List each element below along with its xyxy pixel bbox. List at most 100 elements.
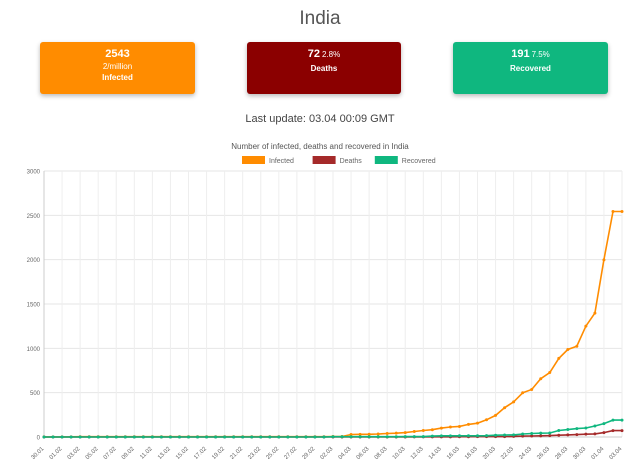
- recovered-point: [485, 434, 489, 438]
- x-tick-label: 23.02: [247, 446, 262, 459]
- x-tick-label: 13.02: [157, 446, 172, 459]
- infected-point: [403, 431, 407, 435]
- recovered-point: [42, 435, 46, 439]
- recovered-point: [367, 435, 371, 439]
- infected-point: [439, 426, 443, 430]
- infected-point: [593, 311, 597, 315]
- infected-point: [620, 210, 624, 214]
- deaths-point: [539, 434, 543, 438]
- x-tick-label: 26.03: [536, 446, 551, 459]
- recovered-point: [494, 433, 498, 437]
- legend-swatch: [374, 156, 398, 164]
- recovered-point: [620, 418, 624, 422]
- x-tick-label: 03.02: [67, 446, 82, 459]
- recovered-point: [132, 435, 136, 439]
- recovered-point: [304, 435, 308, 439]
- recovered-point: [521, 432, 525, 436]
- recovered-point: [421, 435, 425, 439]
- recovered-point: [268, 435, 272, 439]
- recovered-point: [60, 435, 64, 439]
- last-update-text: Last update: 03.04 00:09 GMT: [245, 113, 395, 125]
- infected-point: [503, 406, 507, 410]
- x-tick-label: 21.02: [229, 446, 244, 459]
- deaths-point: [575, 433, 579, 437]
- recovered-point: [340, 435, 344, 439]
- recovered-point: [159, 435, 163, 439]
- recovered-point: [466, 434, 470, 438]
- recovered-label: Recovered: [510, 64, 551, 73]
- recovered-point: [476, 434, 479, 438]
- y-tick-label: 3000: [27, 170, 41, 176]
- x-tick-label: 30.01: [31, 446, 46, 459]
- deaths-count-line: 72 2.8%: [247, 48, 401, 60]
- infected-count: 2543: [105, 48, 130, 60]
- infected-point: [376, 432, 380, 436]
- x-tick-label: 25.02: [265, 446, 280, 459]
- x-tick-label: 14.03: [428, 446, 443, 459]
- y-tick-label: 1500: [27, 303, 41, 309]
- x-tick-label: 11.02: [139, 446, 154, 459]
- recovered-point: [295, 435, 299, 439]
- deaths-point: [521, 434, 525, 438]
- recovered-point: [69, 435, 73, 439]
- infected-point: [485, 418, 489, 422]
- x-tick-label: 10.03: [392, 446, 407, 459]
- recovered-point: [512, 433, 516, 437]
- y-tick-label: 0: [37, 436, 41, 442]
- infected-point: [457, 424, 461, 428]
- recovered-point: [430, 434, 434, 438]
- infected-point: [566, 347, 570, 351]
- recovered-count: 191: [511, 48, 530, 60]
- recovered-point: [602, 422, 606, 426]
- recovered-card: 191 7.5% Recovered: [453, 42, 608, 94]
- recovered-point: [78, 435, 82, 439]
- infected-point: [557, 356, 561, 360]
- recovered-point: [530, 431, 534, 435]
- x-tick-label: 22.03: [500, 446, 515, 459]
- x-tick-label: 29.02: [301, 446, 316, 459]
- x-tick-label: 03.04: [609, 446, 624, 459]
- recovered-point: [187, 435, 190, 439]
- deaths-percent: 2.8%: [322, 50, 341, 59]
- infected-point: [548, 371, 552, 375]
- infected-point: [575, 344, 579, 348]
- infected-point: [421, 429, 425, 433]
- deaths-count: 72: [307, 48, 320, 60]
- x-tick-label: 09.02: [121, 446, 136, 459]
- deaths-point: [611, 429, 615, 433]
- recovered-point: [457, 434, 461, 438]
- x-tick-label: 12.03: [410, 446, 425, 459]
- infected-card: 2543 2/million Infected: [40, 42, 195, 94]
- recovered-point: [548, 431, 552, 435]
- recovered-point: [123, 435, 127, 439]
- infected-point: [494, 413, 498, 417]
- infected-point: [358, 432, 362, 436]
- recovered-point: [168, 435, 172, 439]
- recovered-point: [557, 429, 561, 433]
- x-tick-label: 01.02: [49, 446, 64, 459]
- recovered-count-line: 191 7.5%: [453, 48, 608, 60]
- x-tick-label: 20.03: [482, 446, 497, 459]
- infected-point: [466, 422, 470, 426]
- infected-point: [530, 387, 534, 391]
- deaths-point: [602, 431, 606, 435]
- infected-point: [512, 400, 516, 404]
- recovered-point: [358, 435, 362, 439]
- deaths-point: [530, 434, 534, 438]
- infected-label: Infected: [102, 73, 133, 82]
- page-title: India: [299, 8, 341, 29]
- infected-point: [367, 432, 371, 436]
- recovered-point: [503, 433, 507, 437]
- x-tick-label: 06.03: [356, 446, 371, 459]
- recovered-point: [611, 418, 615, 422]
- infected-point: [349, 433, 353, 437]
- legend-swatch: [242, 156, 265, 164]
- recovered-point: [205, 435, 209, 439]
- x-tick-label: 27.02: [283, 446, 298, 459]
- deaths-point: [548, 434, 552, 438]
- infected-point: [611, 210, 615, 214]
- recovered-point: [331, 435, 335, 439]
- recovered-percent: 7.5%: [531, 50, 550, 59]
- recovered-point: [394, 435, 398, 439]
- deaths-card: 72 2.8% Deaths: [247, 42, 401, 94]
